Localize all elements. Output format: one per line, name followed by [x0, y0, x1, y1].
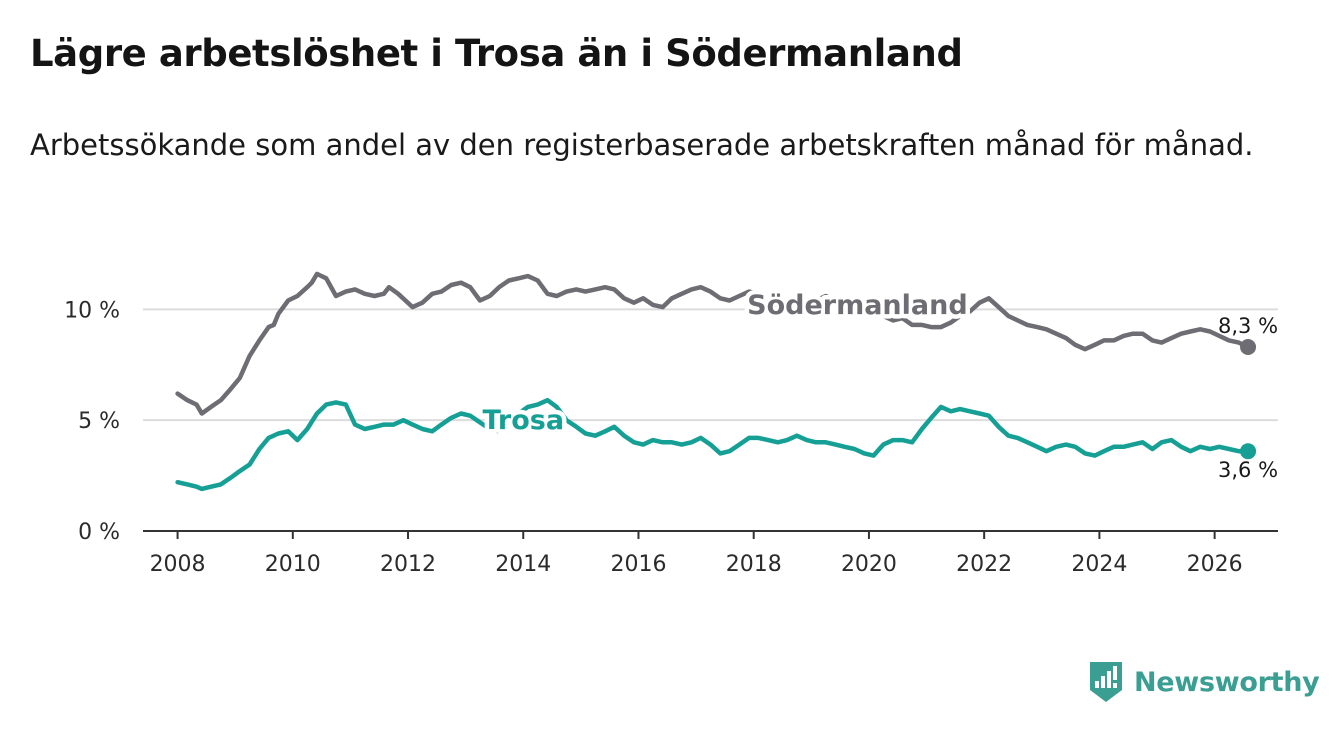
chart-title: Lägre arbetslöshet i Trosa än i Söderman… [30, 32, 963, 75]
end-value-label: 3,6 % [1218, 458, 1278, 482]
x-tick-label: 2010 [265, 552, 321, 577]
newsworthy-bar-chart-icon [1090, 662, 1122, 702]
x-tick-label: 2018 [726, 552, 782, 577]
brand-name: Newsworthy [1134, 666, 1320, 698]
series-name-label: Södermanland [747, 290, 968, 321]
gridlines [143, 308, 1278, 422]
y-tick-label: 5 % [78, 409, 120, 434]
x-tick-label: 2020 [841, 552, 897, 577]
series-lines [175, 271, 1257, 492]
newsworthy-logo: Newsworthy [1088, 660, 1320, 704]
series-labels: 8,3 % 3,6 % Södermanland Trosa [478, 285, 1278, 482]
chart-subtitle: Arbetssökande som andel av den registerb… [30, 128, 1254, 162]
x-tick-label: 2026 [1187, 552, 1243, 577]
x-tick-label: 2016 [610, 552, 666, 577]
x-axis: 2008 2010 2012 2014 2016 2018 2020 2022 2024 2026 [143, 530, 1278, 577]
series-name-label: Trosa [482, 405, 564, 436]
y-tick-label: 0 % [78, 520, 120, 545]
x-tick-label: 2008 [150, 552, 206, 577]
x-tick-label: 2024 [1071, 552, 1127, 577]
y-tick-label: 10 % [64, 298, 120, 323]
series-line-södermanland [175, 271, 1251, 416]
x-tick-label: 2014 [495, 552, 551, 577]
series-line-trosa [175, 397, 1251, 492]
x-tick-label: 2022 [956, 552, 1012, 577]
series-endpoint-södermanland [1240, 339, 1257, 356]
y-axis-tick-labels: 0 % 5 % 10 % [64, 298, 120, 545]
x-tick-label: 2012 [380, 552, 436, 577]
end-value-label: 8,3 % [1218, 314, 1278, 338]
series-endpoint-trosa [1240, 443, 1257, 460]
